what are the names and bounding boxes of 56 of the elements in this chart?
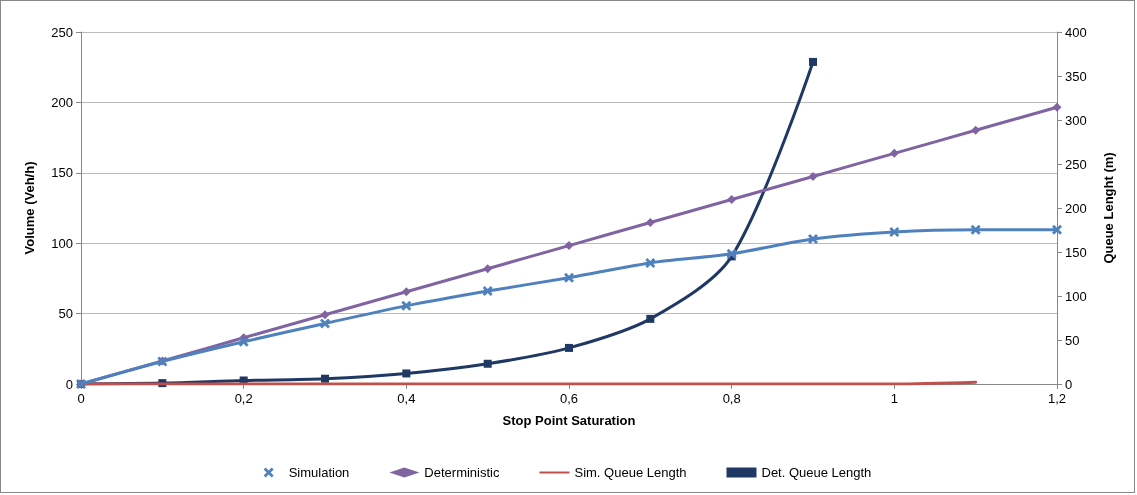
- legend-label: Simulation: [288, 465, 350, 480]
- point: [889, 226, 900, 237]
- point: [970, 224, 981, 235]
- y2-tick-label: 100: [1065, 288, 1087, 304]
- point: [971, 125, 981, 135]
- y2-tick-label: 150: [1065, 244, 1087, 260]
- y2-tick-label: 350: [1065, 68, 1087, 84]
- point: [402, 369, 411, 378]
- point: [565, 343, 573, 352]
- y-tick-label: 50: [58, 306, 73, 322]
- point: [238, 336, 249, 347]
- point: [483, 264, 493, 274]
- x-tick-label: 0,8: [722, 391, 741, 406]
- y2-tick-label: 200: [1065, 200, 1087, 216]
- x-axis-title: Stop Point Saturation: [502, 413, 636, 428]
- x-tick-label: 1,2: [1047, 391, 1067, 406]
- y-axis-title: Volume (Veh/h): [22, 161, 37, 255]
- y2-axis-title: Queue Lenght (m): [1101, 152, 1116, 264]
- x-tick-label: 1: [890, 391, 898, 406]
- point: [1052, 102, 1062, 112]
- y-tick-label: 200: [51, 94, 73, 110]
- x-tick-label: 0,6: [559, 391, 579, 406]
- point: [889, 148, 899, 158]
- x-tick-label: 0,2: [234, 391, 253, 406]
- y2-tick-label: 50: [1065, 332, 1080, 348]
- point: [646, 314, 655, 323]
- legend-label: Det. Queue Length: [761, 465, 872, 480]
- y2-tick-label: 300: [1065, 112, 1087, 128]
- y-tick-label: 0: [65, 376, 73, 392]
- y-tick-label: 150: [51, 165, 73, 181]
- point: [482, 286, 493, 297]
- point: [809, 57, 817, 66]
- legend-label: Deterministic: [424, 465, 500, 480]
- point: [726, 248, 737, 259]
- point: [808, 171, 818, 181]
- point: [808, 233, 818, 244]
- y2-tick-label: 0: [1065, 376, 1073, 392]
- point: [564, 272, 574, 283]
- point: [320, 318, 330, 329]
- x-tick-label: 0,4: [397, 391, 416, 406]
- point: [645, 218, 655, 227]
- y2-tick-label: 250: [1065, 156, 1087, 172]
- legend-label: Sim. Queue Length: [574, 465, 687, 480]
- y2-tick-label: 400: [1065, 24, 1087, 40]
- point: [483, 359, 492, 368]
- y-tick-label: 250: [51, 24, 73, 40]
- point: [645, 257, 656, 268]
- point: [727, 195, 737, 205]
- point: [1052, 224, 1062, 235]
- point: [320, 310, 330, 320]
- point: [401, 287, 411, 297]
- x-tick-label: 0: [77, 391, 85, 406]
- y-tick-label: 100: [51, 235, 73, 251]
- point: [321, 374, 329, 383]
- point: [401, 300, 412, 311]
- point: [564, 241, 574, 251]
